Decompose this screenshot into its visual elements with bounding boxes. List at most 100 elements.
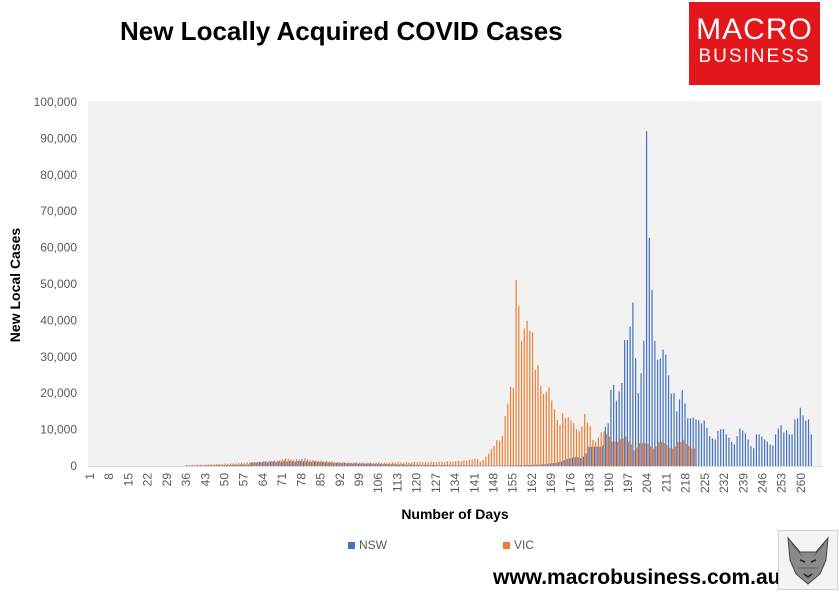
bar-nsw-day-191: [610, 389, 612, 466]
bar-vic-day-171: [556, 419, 558, 466]
bar-nsw-day-202: [640, 373, 642, 466]
bar-nsw-day-197: [626, 340, 628, 466]
y-tick-label: 40,000: [40, 313, 77, 327]
bar-nsw-day-224: [700, 423, 703, 466]
x-tick-label: 225: [698, 473, 712, 493]
bar-vic-day-151: [501, 435, 503, 466]
y-tick-label: 100,000: [34, 95, 78, 109]
bar-nsw-day-199: [632, 302, 634, 466]
bar-vic-day-150: [499, 440, 501, 466]
bar-vic-day-158: [520, 340, 523, 466]
bar-vic-day-68: [273, 460, 276, 466]
bar-nsw-day-203: [643, 340, 645, 466]
bar-vic-day-215: [677, 441, 679, 466]
bar-nsw-day-210: [662, 349, 664, 466]
bar-nsw-day-114: [398, 464, 401, 466]
bar-nsw-day-157: [516, 465, 519, 466]
x-tick-label: 141: [467, 473, 481, 493]
bar-vic-day-194: [619, 439, 621, 466]
bar-vic-day-79: [304, 458, 306, 466]
bar-nsw-day-101: [363, 463, 365, 466]
bar-nsw-day-102: [366, 463, 368, 466]
bar-vic-day-40: [197, 464, 199, 466]
bar-nsw-day-99: [357, 463, 359, 466]
y-tick-label: 10,000: [40, 423, 77, 437]
bar-nsw-day-252: [777, 428, 779, 466]
bar-vic-day-196: [625, 436, 627, 466]
bar-vic-day-197: [628, 441, 630, 466]
bar-nsw-day-186: [596, 446, 598, 466]
bar-vic-day-112: [394, 462, 396, 466]
bar-vic-day-49: [221, 463, 223, 466]
bar-vic-day-157: [518, 305, 520, 466]
bar-nsw-day-118: [409, 464, 412, 466]
bar-nsw-day-170: [552, 463, 554, 466]
bar-vic-day-156: [515, 280, 517, 466]
bar-nsw-day-256: [788, 434, 790, 466]
bar-nsw-day-154: [508, 465, 510, 466]
bar-vic-day-91: [337, 462, 339, 466]
bar-nsw-day-165: [538, 464, 541, 466]
bar-vic-day-136: [460, 461, 462, 466]
bar-nsw-day-53: [231, 464, 233, 466]
legend-swatch-vic: [503, 541, 510, 549]
x-tick-label: 99: [352, 473, 366, 487]
bar-nsw-day-226: [706, 427, 708, 466]
bar-nsw-day-175: [566, 459, 568, 466]
bar-vic-day-172: [559, 424, 561, 466]
bar-nsw-day-260: [799, 407, 801, 466]
bar-vic-day-193: [617, 441, 619, 466]
bar-nsw-day-94: [344, 462, 346, 466]
bar-vic-day-46: [213, 464, 215, 466]
bar-nsw-day-106: [376, 464, 379, 466]
bar-vic-day-89: [331, 461, 333, 466]
bar-nsw-day-95: [346, 463, 348, 466]
bar-nsw-day-229: [714, 439, 716, 466]
bar-nsw-day-55: [236, 464, 239, 466]
bar-nsw-day-168: [547, 463, 549, 466]
x-tick-label: 113: [390, 473, 404, 492]
bar-nsw-day-228: [711, 438, 714, 466]
bar-nsw-day-107: [379, 463, 381, 466]
wolf-logo-icon: [778, 530, 838, 590]
y-tick-label: 60,000: [40, 241, 77, 255]
bar-nsw-day-93: [341, 463, 343, 466]
bar-vic-day-218: [685, 443, 687, 466]
x-axis-title: Number of Days: [401, 506, 509, 522]
bar-nsw-day-71: [280, 461, 283, 466]
bar-nsw-day-190: [607, 423, 609, 466]
bar-nsw-day-136: [459, 465, 461, 466]
bar-nsw-day-242: [750, 445, 752, 466]
bar-vic-day-87: [326, 460, 328, 466]
bar-nsw-day-56: [239, 464, 241, 466]
bar-nsw-day-78: [300, 460, 302, 466]
bar-vic-day-38: [191, 464, 193, 466]
bar-nsw-day-111: [390, 464, 392, 466]
bar-nsw-day-222: [695, 419, 697, 466]
bar-nsw-day-163: [533, 464, 535, 466]
bar-vic-day-65: [265, 461, 267, 466]
bar-vic-day-179: [578, 431, 580, 466]
bar-vic-day-203: [644, 443, 646, 466]
bar-nsw-day-81: [308, 461, 310, 466]
x-tick-label: 190: [602, 473, 616, 493]
bar-vic-day-105: [375, 462, 377, 466]
bar-nsw-day-155: [511, 465, 513, 466]
bar-vic-day-148: [493, 445, 495, 466]
bar-vic-day-124: [427, 462, 429, 466]
bar-vic-day-106: [378, 462, 380, 466]
bar-nsw-day-160: [525, 464, 527, 466]
bar-nsw-day-220: [689, 418, 692, 466]
legend-label-nsw: NSW: [359, 538, 387, 552]
bar-nsw-day-219: [687, 418, 689, 466]
bar-nsw-day-103: [368, 463, 370, 466]
bar-vic-day-195: [622, 438, 624, 466]
bar-nsw-day-232: [722, 429, 725, 466]
bar-nsw-day-108: [382, 464, 384, 466]
bar-vic-day-155: [512, 387, 514, 466]
x-tick-label: 78: [294, 473, 308, 487]
bar-nsw-day-105: [374, 463, 376, 466]
x-tick-label: 211: [659, 473, 673, 492]
bar-nsw-day-253: [780, 425, 782, 466]
bar-nsw-day-91: [335, 462, 337, 466]
